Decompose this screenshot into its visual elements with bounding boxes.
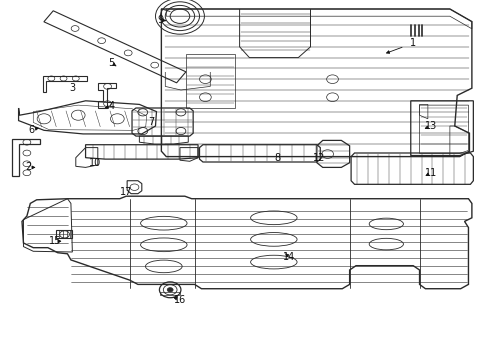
Text: 11: 11 — [424, 168, 437, 178]
Text: 9: 9 — [157, 15, 163, 25]
Text: 5: 5 — [108, 58, 114, 68]
Text: 1: 1 — [409, 38, 415, 48]
Text: 3: 3 — [69, 83, 75, 93]
Text: 15: 15 — [48, 236, 61, 246]
Circle shape — [167, 288, 173, 292]
Text: 7: 7 — [148, 117, 154, 127]
Text: 10: 10 — [89, 158, 102, 168]
Text: 6: 6 — [29, 125, 35, 135]
Text: 14: 14 — [283, 252, 295, 262]
Text: 8: 8 — [274, 153, 280, 163]
Text: 13: 13 — [424, 121, 437, 131]
Text: 2: 2 — [25, 162, 31, 172]
Text: 4: 4 — [108, 101, 114, 111]
Text: 12: 12 — [312, 153, 325, 163]
Text: 17: 17 — [120, 186, 132, 197]
Text: 16: 16 — [173, 294, 186, 305]
